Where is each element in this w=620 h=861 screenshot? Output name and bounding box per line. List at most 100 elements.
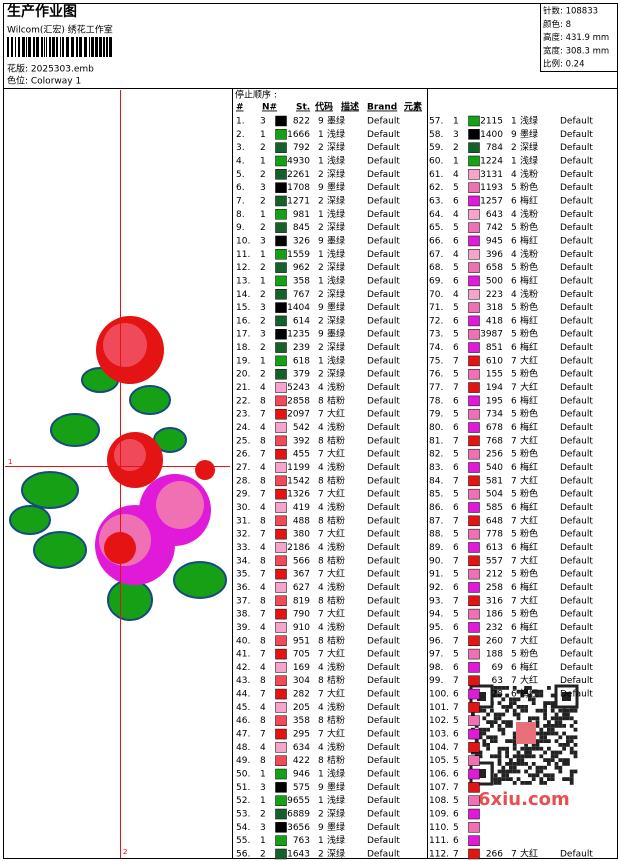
info-line: 高度: 431.9 mm xyxy=(543,32,609,43)
description: 桔粉 xyxy=(327,514,345,526)
stitches: 232 xyxy=(486,623,503,633)
description: 深绿 xyxy=(327,261,345,273)
qr-cell xyxy=(573,743,578,747)
row-index: 102. xyxy=(429,716,449,726)
stitches: 379 xyxy=(293,370,310,380)
qr-cell xyxy=(531,773,536,778)
color-swatch xyxy=(275,795,287,806)
description: 桔粉 xyxy=(327,474,345,486)
stitches: 951 xyxy=(293,636,310,646)
stitches: 1199 xyxy=(287,463,310,473)
row-index: 23. xyxy=(236,410,250,420)
row-index: 6. xyxy=(236,183,245,193)
description: 墨绿 xyxy=(327,821,345,833)
row-index: 9. xyxy=(236,223,245,233)
color-swatch xyxy=(275,595,287,607)
qr-cell xyxy=(486,720,490,724)
qr-cell xyxy=(539,735,544,740)
qr-cell xyxy=(535,708,540,713)
column-header: 描述 xyxy=(341,101,359,113)
qr-cell xyxy=(493,777,498,781)
brand: Default xyxy=(367,530,400,540)
qr-cell xyxy=(531,754,536,759)
needle: 1 xyxy=(260,156,266,166)
qr-cell xyxy=(539,731,544,736)
needle: 6 xyxy=(453,316,459,326)
stitches: 614 xyxy=(293,316,310,326)
qr-cell xyxy=(516,716,521,721)
row-index: 67. xyxy=(429,250,443,260)
qr-finder xyxy=(477,692,486,701)
qr-cell xyxy=(505,762,509,766)
qr-cell xyxy=(528,781,532,785)
qr-cell xyxy=(512,708,517,713)
colorway: 色位: Colorway 1 xyxy=(7,75,81,87)
color-swatch xyxy=(275,142,287,153)
row-index: 35. xyxy=(236,570,250,580)
code: 4 xyxy=(318,743,324,753)
code: 5 xyxy=(511,410,517,420)
qr-cell xyxy=(543,701,547,705)
row-index: 24. xyxy=(236,423,250,433)
color-swatch xyxy=(468,382,480,393)
row-index: 100. xyxy=(429,690,449,700)
description: 浅绿 xyxy=(520,154,538,166)
stitches: 1193 xyxy=(480,183,503,193)
qr-cell xyxy=(482,731,487,736)
qr-cell xyxy=(524,762,528,766)
description: 深绿 xyxy=(327,168,345,180)
needle: 8 xyxy=(260,716,266,726)
qr-cell xyxy=(497,716,502,721)
qr-cell xyxy=(531,743,536,747)
row-index: 87. xyxy=(429,516,443,526)
qr-cell xyxy=(478,750,483,755)
color-swatch xyxy=(468,302,480,313)
code: 2 xyxy=(318,810,324,820)
code: 8 xyxy=(318,396,324,406)
row-index: 86. xyxy=(429,503,443,513)
qr-cell xyxy=(490,708,494,713)
qr-cell xyxy=(547,701,551,705)
row-index: 57. xyxy=(429,117,443,127)
qr-finder xyxy=(562,692,571,701)
description: 浅粉 xyxy=(327,661,345,673)
qr-cell xyxy=(569,746,574,751)
row-index: 40. xyxy=(236,636,250,646)
brand: Default xyxy=(367,650,400,660)
qr-cell xyxy=(505,705,509,709)
brand: Default xyxy=(560,463,593,473)
color-swatch xyxy=(468,355,480,367)
qr-cell xyxy=(505,724,509,728)
brand: Default xyxy=(560,583,593,593)
description: 墨绿 xyxy=(327,781,345,793)
qr-cell xyxy=(509,765,513,770)
qr-cell xyxy=(535,716,540,721)
color-swatch xyxy=(468,462,480,473)
code: 7 xyxy=(511,516,517,526)
brand: Default xyxy=(367,223,400,233)
code: 1 xyxy=(511,156,517,166)
color-swatch xyxy=(468,582,480,593)
brand: Default xyxy=(560,663,593,673)
color-swatch xyxy=(468,662,480,673)
color-swatch xyxy=(275,129,287,140)
description: 深绿 xyxy=(327,288,345,300)
qr-cell xyxy=(566,739,570,743)
code: 6 xyxy=(511,690,517,700)
brand: Default xyxy=(560,196,593,206)
stitches: 212 xyxy=(486,570,503,580)
brand: Default xyxy=(560,263,593,273)
qr-cell xyxy=(478,727,483,732)
code: 6 xyxy=(511,276,517,286)
qr-cell xyxy=(558,724,563,728)
brand: Default xyxy=(367,543,400,553)
code: 1 xyxy=(318,250,324,260)
code: 9 xyxy=(318,823,324,833)
description: 梅红 xyxy=(520,194,538,206)
needle: 8 xyxy=(260,436,266,446)
qr-cell xyxy=(558,743,563,747)
code: 7 xyxy=(318,410,324,420)
qr-cell xyxy=(554,754,559,759)
description: 桔粉 xyxy=(327,434,345,446)
info-line: 颜色: 8 xyxy=(543,19,571,30)
